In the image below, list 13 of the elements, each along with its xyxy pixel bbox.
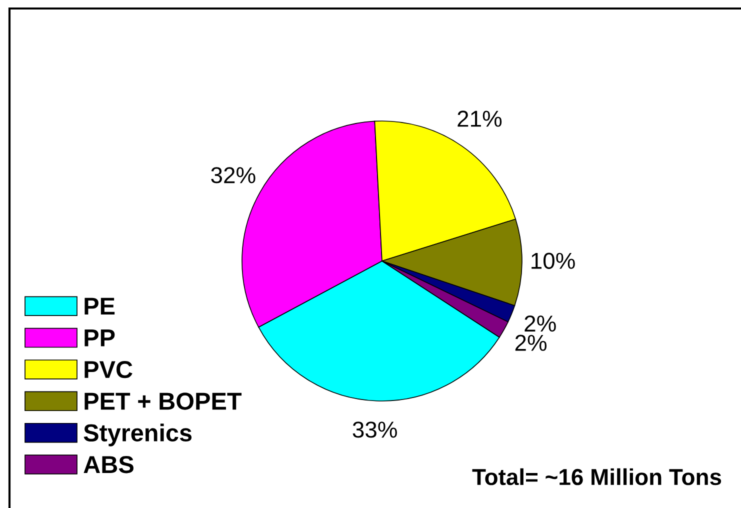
legend-label: ABS — [84, 456, 134, 474]
legend-label: PP — [84, 330, 115, 346]
legend-label: PE — [84, 298, 115, 315]
data-label: 33% — [352, 422, 397, 438]
text: Total= ~16 Million Tons — [472, 468, 722, 486]
legend-label: PET + BOPET — [84, 392, 242, 410]
legend-label: Styrenics — [84, 424, 192, 446]
data-label: 21% — [458, 110, 502, 127]
data-label: 10% — [532, 252, 575, 269]
data-label: 2% — [524, 315, 556, 332]
legend-label: PVC — [84, 360, 132, 378]
data-label: 2% — [515, 334, 547, 351]
data-label: 32% — [211, 167, 256, 184]
